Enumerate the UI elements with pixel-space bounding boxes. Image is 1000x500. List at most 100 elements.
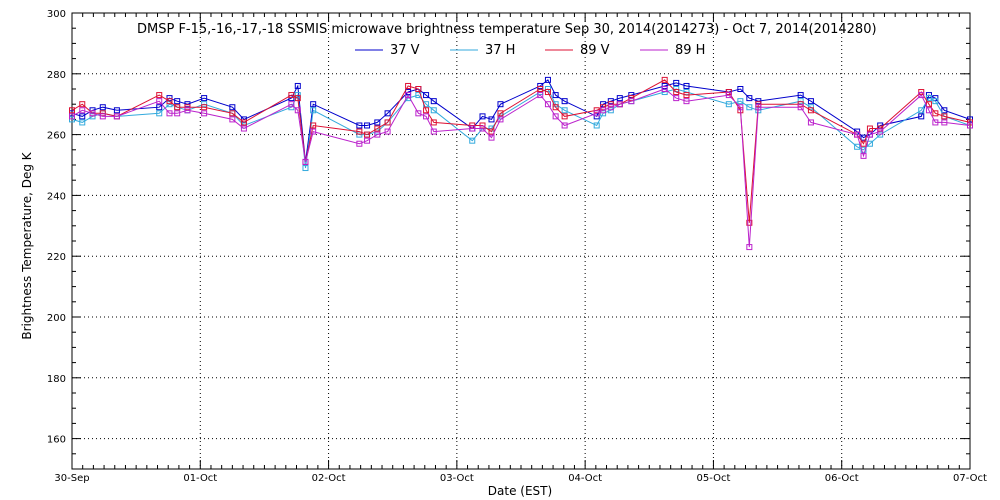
data-point	[184, 107, 191, 114]
data-point	[941, 107, 948, 114]
data-point	[737, 104, 744, 111]
data-point	[661, 86, 668, 92]
data-point	[156, 104, 163, 111]
data-point	[294, 82, 301, 89]
data-point	[746, 95, 753, 102]
data-point	[156, 92, 163, 99]
data-point	[113, 107, 120, 114]
data-point	[174, 104, 181, 111]
legend: 37 V 37 H 89 V 89 H	[355, 43, 705, 58]
data-point	[877, 128, 884, 135]
data-point	[405, 92, 412, 99]
data-point	[415, 110, 422, 117]
data-point	[99, 110, 106, 117]
data-point	[89, 110, 96, 117]
data-point	[725, 92, 732, 99]
data-point	[423, 92, 430, 99]
data-point	[310, 122, 317, 129]
data-point	[430, 107, 437, 114]
data-point	[918, 92, 925, 99]
data-point	[430, 128, 437, 135]
data-point	[288, 92, 295, 99]
data-point	[229, 110, 236, 117]
data-point	[310, 101, 317, 108]
y-tick-label: 200	[47, 313, 66, 324]
data-point	[860, 140, 867, 147]
data-point	[737, 98, 744, 105]
legend-label: 37 V	[390, 43, 420, 58]
data-point	[469, 137, 476, 144]
data-point	[607, 104, 614, 111]
data-point	[405, 82, 412, 89]
x-tick-label: 05-Oct	[696, 473, 730, 484]
data-point	[737, 86, 744, 92]
data-point	[240, 119, 247, 126]
data-point	[925, 95, 932, 102]
data-point	[79, 113, 86, 120]
data-point	[683, 82, 690, 89]
data-point	[807, 119, 814, 126]
data-point	[99, 104, 106, 111]
data-point	[661, 82, 668, 89]
data-point	[288, 101, 295, 108]
data-point	[932, 98, 939, 105]
gridlines	[72, 13, 970, 469]
data-point	[607, 107, 614, 114]
data-point	[488, 116, 495, 123]
data-point	[229, 104, 236, 111]
x-tick-label: 06-Oct	[825, 473, 859, 484]
data-point	[201, 104, 208, 111]
data-point	[423, 113, 430, 120]
data-point	[174, 98, 181, 105]
data-point	[537, 82, 544, 89]
data-point	[430, 119, 437, 126]
y-tick-label: 160	[47, 435, 66, 446]
data-point	[616, 101, 623, 108]
data-point	[600, 104, 607, 111]
legend-label: 89 H	[675, 43, 705, 58]
data-point	[310, 107, 317, 114]
data-point	[384, 110, 391, 117]
data-point	[661, 76, 668, 83]
x-axis-label: Date (EST)	[488, 484, 552, 498]
data-point	[725, 89, 732, 96]
x-tick-labels: 30-Sep 01-Oct 02-Oct 03-Oct 04-Oct 05-Oct 06-O…	[54, 473, 987, 484]
data-point	[174, 110, 181, 117]
data-point	[113, 113, 120, 120]
plot-frame	[71, 12, 971, 470]
data-point	[552, 113, 559, 120]
y-axis-label: Brightness Temperature, Deg K	[20, 151, 34, 339]
data-point	[628, 95, 635, 102]
data-point	[746, 104, 753, 111]
data-point	[866, 131, 873, 138]
data-point	[797, 104, 804, 111]
data-point	[925, 107, 932, 114]
data-point	[364, 122, 371, 129]
data-point	[302, 165, 309, 172]
x-tick-label: 01-Oct	[183, 473, 217, 484]
data-point	[544, 101, 551, 108]
data-point	[79, 119, 86, 126]
data-point	[201, 95, 208, 102]
data-point	[683, 98, 690, 105]
data-point	[941, 119, 948, 126]
data-point	[561, 98, 568, 105]
data-point	[561, 107, 568, 114]
data-point	[184, 104, 191, 111]
data-point	[497, 116, 504, 123]
data-point	[69, 107, 75, 114]
data-point	[544, 76, 551, 83]
y-tick-label: 280	[47, 70, 66, 81]
data-point	[854, 143, 861, 150]
data-point	[356, 128, 363, 135]
data-point	[561, 113, 568, 120]
data-point	[89, 113, 96, 120]
data-point	[488, 134, 495, 141]
data-point	[310, 128, 317, 135]
x-tick-label: 30-Sep	[54, 473, 89, 484]
data-point	[616, 95, 623, 102]
data-point	[364, 137, 371, 144]
series-line	[71, 79, 971, 163]
data-point	[294, 95, 301, 102]
data-point	[925, 101, 932, 108]
